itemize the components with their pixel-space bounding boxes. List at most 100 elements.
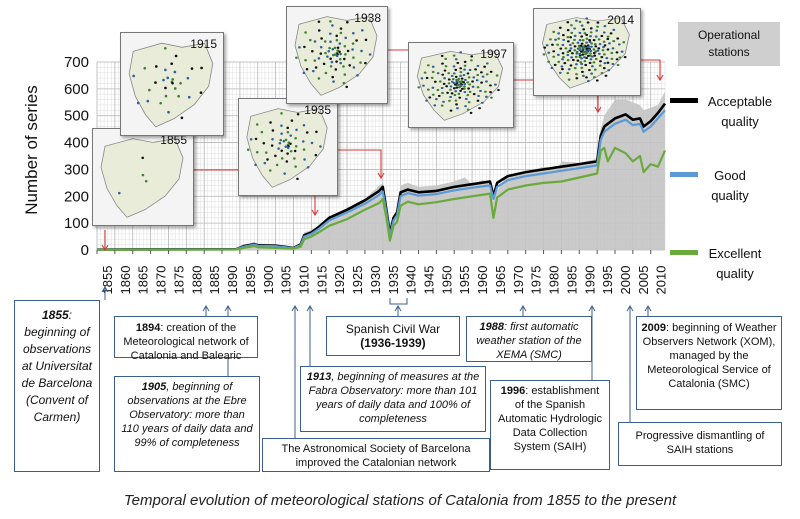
station-dot [355,39,358,42]
station-dot [485,62,489,65]
station-dot [352,31,355,35]
map-outline [246,108,328,188]
station-dot [606,35,610,38]
station-dot [594,57,598,61]
station-dot [464,78,467,81]
station-dot [174,54,178,58]
station-dot [446,91,449,94]
station-dot [579,44,583,47]
station-dot [368,53,372,56]
station-dot [263,161,267,165]
station-dot [466,72,470,75]
station-dot [485,73,489,76]
arrow-head [594,106,602,114]
station-dot [585,17,589,20]
x-tick-label: 1950 [439,266,454,295]
station-dot [351,42,355,45]
station-dot [575,50,579,54]
station-dot [159,101,163,105]
station-dot [254,163,257,167]
station-dot [459,70,463,74]
station-dot [556,43,560,46]
station-dot [583,59,587,63]
station-dot [452,65,456,68]
station-dot [466,93,470,97]
station-dot [569,36,573,39]
station-dot [166,76,170,80]
station-dot [277,147,280,150]
station-dot [549,38,552,41]
station-dot [329,57,332,60]
station-dot [338,42,342,45]
station-dot [339,31,343,35]
station-dot [422,84,425,87]
station-dot [359,61,362,64]
station-dot [426,88,430,91]
station-dot [600,71,604,75]
station-dot [431,86,435,89]
station-dot [578,46,582,50]
map-1997: 1997 [408,42,514,128]
station-dot [585,33,589,37]
station-dot [269,121,272,124]
station-dot [190,67,194,70]
station-dot [592,76,596,79]
station-dot [469,111,473,114]
station-dot [622,41,626,44]
map-1855: 1855 [92,128,194,226]
station-dot [163,46,167,50]
map-connector [639,59,661,80]
station-dot [468,68,472,72]
station-dot [564,47,568,50]
station-dot [289,134,293,137]
station-dot [566,36,570,39]
station-dot [309,38,312,42]
station-dot [441,62,444,65]
station-dot [425,99,428,102]
station-dot [459,89,462,92]
station-dot [575,73,578,76]
x-tick-label: 1855 [100,266,115,295]
station-dot [547,51,551,54]
station-dot [597,38,601,41]
x-tick-label: 1990 [582,266,597,295]
station-dot [470,59,473,62]
station-dot [449,95,452,99]
station-dot [348,64,351,67]
station-dot [303,158,306,161]
station-dot [438,80,442,83]
station-dot [319,52,323,55]
station-dot [305,68,309,71]
note-1905-year: 1905 [141,381,167,393]
station-dot [447,82,451,85]
note-1894-year: 1894 [135,322,161,334]
station-dot [478,107,481,110]
station-dot [431,93,435,96]
station-dot [596,21,600,24]
station-dot [317,29,321,32]
station-dot [180,116,184,120]
station-dot [597,52,601,55]
station-dot [480,71,483,74]
legend-good-swatch [670,172,698,177]
station-dot [295,128,298,132]
station-dot [335,54,339,58]
station-dot [448,99,451,102]
station-dot [430,76,434,79]
station-dot [567,68,571,71]
station-dot [445,85,448,88]
station-dot [467,87,470,90]
station-dot [575,63,578,66]
station-dot [343,57,346,61]
station-dot [489,91,492,94]
station-dot [592,48,596,51]
x-tick-label: 2005 [636,266,651,295]
note-1855: 1855: beginning of observations at Unive… [14,300,100,472]
station-dot [471,85,475,88]
station-dot [592,39,596,42]
map-outline [128,42,214,128]
station-dot [453,93,457,97]
station-dot [280,112,283,115]
station-dot [611,47,615,50]
map-outline [294,16,378,96]
